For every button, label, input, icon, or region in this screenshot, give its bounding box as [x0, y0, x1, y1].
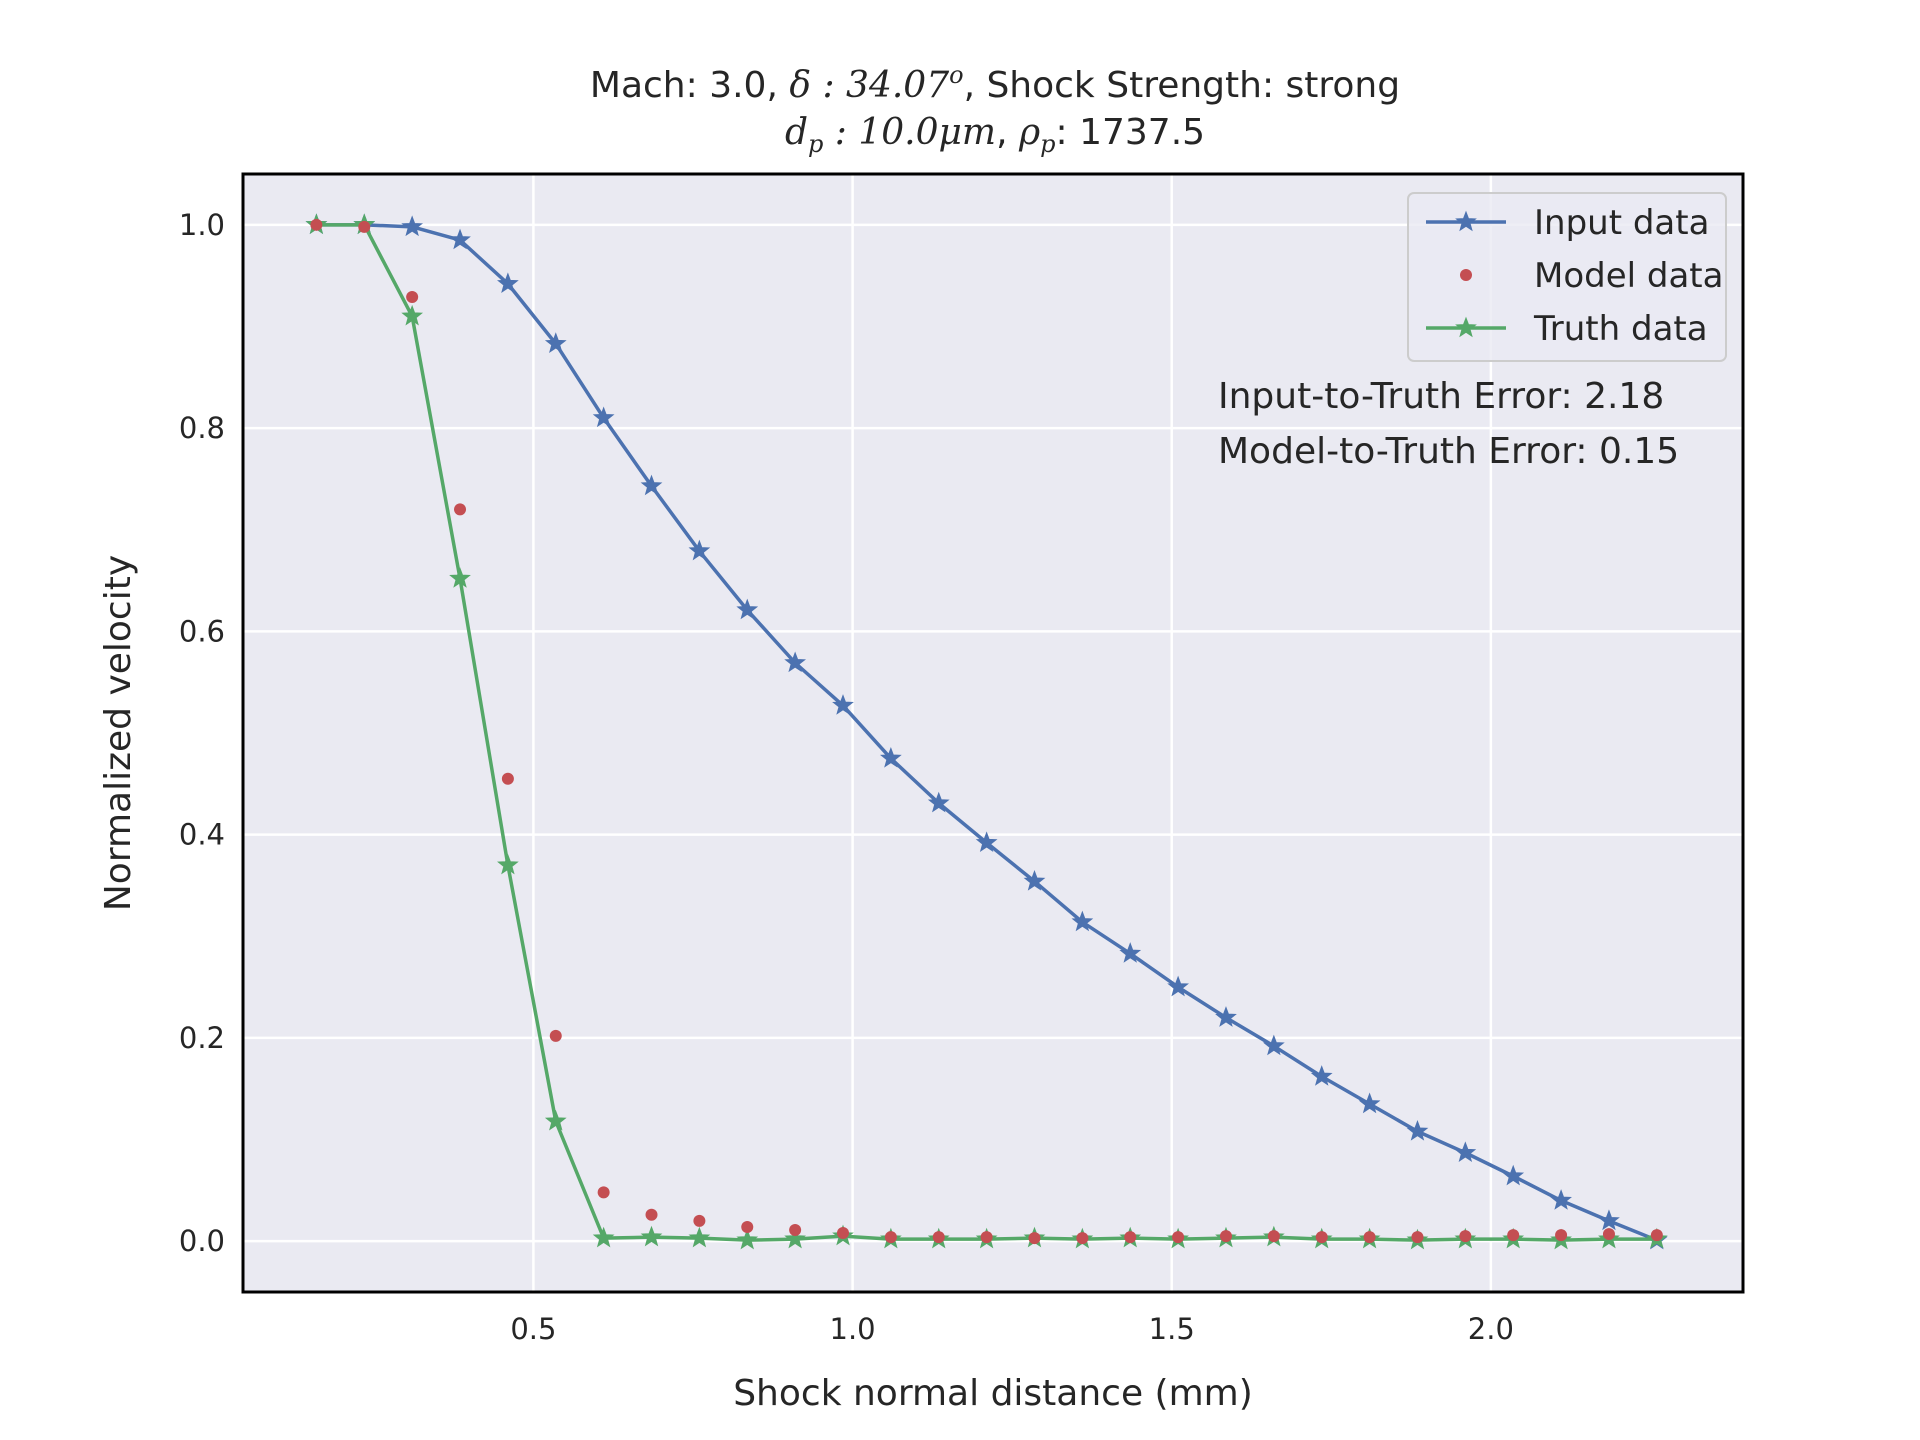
data-point	[449, 228, 471, 250]
data-point	[1411, 1231, 1424, 1244]
data-point	[1502, 1164, 1525, 1186]
data-point	[640, 1225, 663, 1247]
data-point	[1602, 1228, 1615, 1241]
data-point	[741, 1220, 754, 1233]
data-point	[401, 304, 424, 326]
legend-marker	[1455, 210, 1477, 232]
data-point	[1023, 869, 1046, 891]
data-point	[310, 218, 323, 231]
data-point	[497, 853, 519, 875]
data-point	[1310, 1065, 1333, 1086]
data-point	[358, 220, 371, 233]
data-point	[927, 791, 950, 813]
data-point	[1598, 1209, 1620, 1231]
y-tick-label: 0.2	[179, 1021, 225, 1055]
data-point	[406, 290, 419, 303]
annotation-input-error: Input-to-Truth Error: 2.18	[1218, 376, 1664, 417]
legend-label: Truth data	[1533, 309, 1708, 349]
series-layer	[305, 213, 1668, 1250]
data-point	[592, 406, 615, 428]
data-point	[544, 332, 567, 353]
data-point	[1124, 1231, 1137, 1244]
data-point	[789, 1224, 802, 1237]
legend-item-input-data: Input data	[1426, 203, 1709, 243]
data-point	[1555, 1229, 1568, 1242]
data-point	[1358, 1092, 1381, 1114]
series-model-data	[310, 218, 1663, 1245]
legend-marker	[1460, 269, 1472, 281]
data-point	[837, 1227, 849, 1240]
x-tick-label: 1.5	[1149, 1312, 1195, 1346]
data-point	[736, 598, 759, 620]
data-point	[1215, 1006, 1237, 1027]
data-point	[497, 272, 519, 294]
data-point	[645, 1208, 658, 1221]
data-point	[597, 1186, 610, 1199]
data-point	[1262, 1034, 1285, 1056]
y-tick-label: 0.4	[179, 818, 225, 852]
y-tick-label: 1.0	[179, 208, 225, 242]
data-point	[1363, 1231, 1376, 1244]
data-point	[449, 567, 471, 588]
legend-box	[1407, 192, 1727, 362]
data-point	[1267, 1230, 1280, 1243]
data-point	[884, 1231, 897, 1244]
data-point	[544, 1109, 567, 1131]
data-point	[693, 1214, 706, 1227]
data-point	[401, 215, 424, 237]
data-point	[688, 1226, 711, 1248]
y-tick-label: 0.0	[179, 1224, 225, 1258]
data-point	[501, 772, 514, 785]
data-point	[932, 1231, 945, 1244]
data-point	[1219, 1230, 1232, 1243]
y-tick-label: 0.8	[179, 411, 225, 445]
data-point	[736, 1228, 759, 1250]
data-point	[832, 694, 854, 715]
x-axis-ticks: 0.5 1.0 1.5 2.0	[510, 1312, 1514, 1346]
data-point	[980, 1231, 993, 1244]
legend-label: Model data	[1534, 256, 1723, 296]
x-axis-label: Shock normal distance (mm)	[733, 1373, 1253, 1414]
legend: Input data Model data Truth data	[1407, 192, 1727, 362]
legend-label: Input data	[1534, 203, 1709, 243]
data-point	[1650, 1229, 1663, 1242]
y-tick-label: 0.6	[179, 614, 225, 648]
data-point	[784, 1227, 806, 1249]
data-point	[1459, 1230, 1472, 1243]
data-point	[1119, 942, 1142, 963]
data-point	[454, 503, 467, 516]
series-input-data	[305, 213, 1668, 1250]
data-point	[640, 474, 663, 496]
data-point	[880, 746, 902, 768]
data-point	[784, 651, 806, 673]
y-axis-ticks: 0.0 0.2 0.4 0.6 0.8 1.0	[179, 208, 225, 1258]
data-point	[1076, 1232, 1089, 1245]
legend-item-truth-data: Truth data	[1426, 309, 1708, 349]
data-point	[1406, 1119, 1429, 1141]
legend-marker	[1455, 316, 1477, 338]
plot-frame	[241, 172, 1745, 1294]
data-point	[549, 1029, 562, 1042]
data-point	[1315, 1231, 1328, 1244]
data-point	[975, 831, 998, 853]
annotation-model-error: Model-to-Truth Error: 0.15	[1218, 431, 1679, 472]
x-tick-label: 0.5	[510, 1312, 556, 1346]
y-axis-label: Normalized velocity	[98, 555, 139, 911]
data-point	[1071, 910, 1094, 932]
chart-title-line-1: Mach: 3.0, δ : 34.07o, Shock Strength: s…	[590, 61, 1400, 106]
data-point	[688, 539, 711, 561]
data-point	[592, 1226, 615, 1248]
chart-title-line-2: dp : 10.0μm, ρp: 1737.5	[785, 112, 1205, 158]
x-tick-label: 1.0	[830, 1312, 876, 1346]
legend-item-model-data: Model data	[1460, 256, 1723, 296]
data-point	[1172, 1231, 1185, 1244]
data-point	[1028, 1232, 1041, 1245]
data-point	[1507, 1229, 1520, 1242]
data-point	[1167, 975, 1189, 997]
data-point	[1550, 1189, 1572, 1210]
x-tick-label: 2.0	[1468, 1312, 1514, 1346]
data-point	[1454, 1141, 1477, 1163]
